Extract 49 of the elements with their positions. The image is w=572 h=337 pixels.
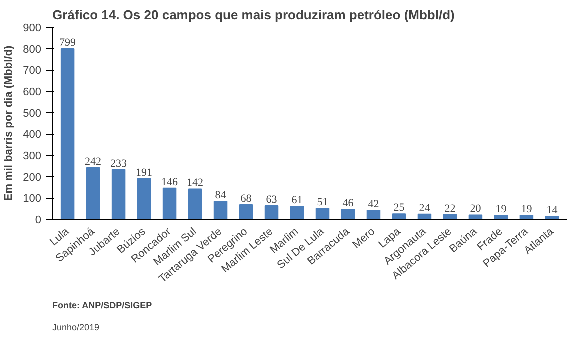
y-tick-label: 200 [23,172,42,184]
source-note: Fonte: ANP/SDP/SIGEP [52,300,152,310]
bar [341,209,356,220]
bar [162,188,177,220]
bar [60,48,75,220]
y-axis-title: Em mil barris por dia (Mbbl/d) [3,46,16,202]
bar [264,206,279,220]
data-label: 68 [240,192,252,205]
y-tick-label: 800 [23,44,42,56]
data-label: 24 [419,202,431,214]
y-tick-label: 100 [23,193,42,206]
data-label: 22 [444,202,456,215]
bar [316,208,330,220]
bar [137,178,152,220]
data-label: 20 [470,203,482,216]
y-tick-label: 700 [23,65,42,78]
data-label: 63 [266,194,278,206]
data-label: 233 [110,158,128,170]
y-tick-label: 900 [23,22,42,34]
y-tick-label: 300 [23,150,42,162]
chart-title: Gráfico 14. Os 20 campos que mais produziram petróleo (Mbbl/d) [52,8,455,22]
data-label: 46 [342,198,354,210]
data-label: 242 [85,156,102,168]
bar [214,201,228,220]
data-label: 142 [187,177,204,190]
bar [112,169,126,220]
bar [290,206,304,220]
data-label: 42 [368,198,380,211]
bar [392,214,406,220]
data-label: 19 [521,203,533,216]
data-label: 61 [292,194,303,206]
bar [468,214,483,220]
data-label: 84 [215,190,227,202]
bar [86,167,100,220]
data-label: 146 [162,176,179,188]
y-tick-label: 600 [23,86,42,98]
data-label: 799 [60,37,77,50]
data-label: 19 [496,203,508,216]
bar [366,210,381,220]
data-label: 51 [317,196,328,209]
text: Junho/2019 [52,322,100,332]
y-tick-label: 500 [23,108,42,120]
bar [188,188,202,220]
y-tick-label: 0 [35,214,42,226]
data-label: 191 [136,166,153,179]
y-tick-label: 400 [23,129,42,142]
data-label: 25 [394,202,406,214]
bar [239,204,254,220]
data-label: 14 [546,204,558,217]
